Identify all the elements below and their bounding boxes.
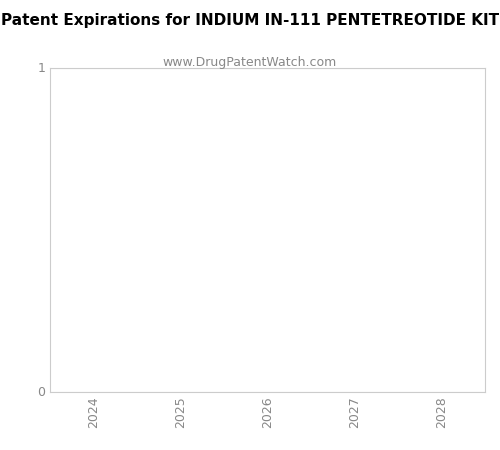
Text: Patent Expirations for INDIUM IN-111 PENTETREOTIDE KIT: Patent Expirations for INDIUM IN-111 PEN… [1, 14, 499, 28]
Text: www.DrugPatentWatch.com: www.DrugPatentWatch.com [163, 56, 337, 69]
